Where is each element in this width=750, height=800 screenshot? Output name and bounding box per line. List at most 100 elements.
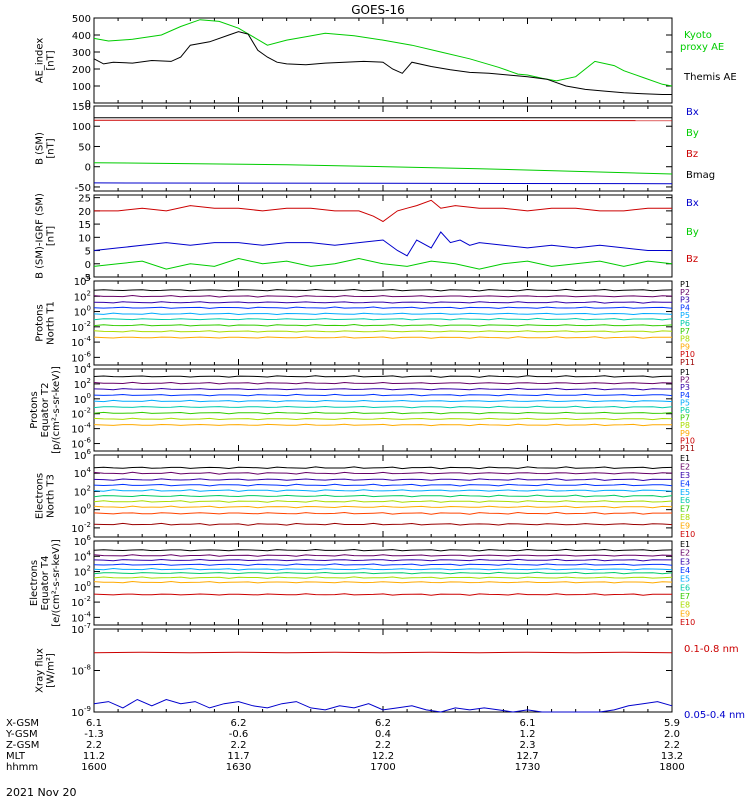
series-0-1-0-8-nm	[93, 651, 673, 654]
x-table-value: 1.2	[520, 729, 536, 740]
y-label-line: [p/(cm²-s-sr-keV)]	[51, 366, 62, 454]
y-axis-label: Protons North T1	[35, 301, 57, 345]
series-e9	[93, 511, 673, 515]
y-tick-label: 50	[78, 142, 91, 153]
x-table-value: 1800	[659, 762, 684, 773]
series-e10	[93, 522, 673, 526]
y-label-line: Equator T2	[40, 383, 51, 438]
y-tick-label: 10-6	[71, 350, 91, 364]
x-table-value: 1700	[370, 762, 395, 773]
y-label-line: Protons	[35, 304, 46, 341]
date-label: 2021 Nov 20	[6, 786, 76, 799]
x-table-value: 11.2	[83, 751, 105, 762]
legend-label: E1	[680, 454, 690, 463]
y-tick-label: 106	[74, 448, 92, 462]
panel-frame	[93, 368, 673, 452]
y-axis-label: Electrons North T3	[35, 473, 57, 519]
legend-label: P5	[680, 311, 690, 320]
x-table-value: 12.7	[516, 751, 538, 762]
y-tick-label: 0	[85, 163, 91, 174]
y-tick-label: 102	[74, 289, 91, 303]
y-label-line: B (SM)	[35, 132, 46, 165]
y-tick-label: 10-8	[71, 664, 91, 678]
plot-title: GOES-16	[351, 3, 405, 17]
y-tick-label: 100	[74, 580, 91, 594]
y-tick-label: 104	[74, 362, 92, 376]
legend-label: Bx	[686, 107, 699, 118]
y-tick-label: 150	[72, 102, 91, 113]
y-tick-label: 102	[74, 565, 91, 579]
x-table-value: 2.2	[375, 740, 391, 751]
y-axis-label: AE_index [nT]	[35, 38, 57, 84]
series-e6	[93, 571, 673, 575]
y-tick-label: -50	[75, 183, 91, 194]
legend-label: E4	[680, 479, 690, 488]
legend-label: P8	[680, 335, 690, 344]
x-table-value: 1630	[226, 762, 251, 773]
y-tick-label: 10-7	[71, 622, 91, 636]
legend-label: P9	[680, 342, 690, 351]
x-table-value: -0.6	[229, 729, 249, 740]
series-p6	[93, 317, 673, 321]
y-tick-label: 106	[74, 534, 92, 548]
legend-label: 0.1-0.8 nm	[684, 644, 739, 655]
y-label-line: [nT]	[46, 138, 57, 158]
y-label-line: Xray flux	[35, 648, 46, 693]
x-table-value: 1600	[81, 762, 106, 773]
x-table-value: 6.2	[231, 718, 247, 729]
y-tick-label: 0	[85, 260, 91, 271]
legend-label: Bz	[686, 149, 698, 160]
series-p6	[93, 405, 673, 409]
series-e9	[93, 593, 673, 596]
y-tick-label: 102	[74, 484, 91, 498]
x-row-label: Y-GSM	[5, 729, 38, 740]
series-e8	[93, 505, 673, 509]
x-table-value: 12.2	[372, 751, 394, 762]
series-e7	[93, 500, 673, 503]
y-tick-label: 10-9	[71, 705, 91, 719]
legend-label: E9	[680, 522, 690, 531]
series-e3	[93, 558, 672, 562]
legend-label: P9	[680, 429, 690, 438]
panel-frame	[93, 105, 673, 192]
series-bx	[93, 182, 673, 185]
x-table-value: 2.2	[664, 740, 680, 751]
y-tick-label: 10	[78, 233, 91, 244]
legend-label: P1	[680, 368, 690, 377]
y-tick-label: 100	[72, 82, 91, 93]
series-e8	[93, 580, 673, 584]
x-table-value: 6.2	[375, 718, 391, 729]
y-axis-label: Xray flux [W/m²]	[35, 648, 57, 693]
legend-label: By	[686, 227, 699, 238]
x-row-label: X-GSM	[6, 718, 39, 729]
series-bz	[94, 199, 672, 223]
series-p7	[93, 411, 673, 415]
y-tick-label: 10-2	[71, 521, 91, 535]
y-tick-label: 200	[72, 65, 91, 76]
legend-label: P10	[680, 350, 695, 359]
y-tick-label: 500	[72, 14, 91, 25]
legend-label: By	[686, 128, 699, 139]
x-table-value: 11.7	[227, 751, 249, 762]
series-p5	[93, 312, 673, 316]
x-table-value: 6.1	[86, 718, 102, 729]
legend-label: E2	[680, 462, 690, 471]
series-e7	[93, 576, 673, 579]
series-by	[93, 257, 673, 270]
legend-label: 0.05-0.4 nm	[684, 710, 745, 721]
y-label-line: B (SM)-IGRF (SM)	[35, 193, 46, 279]
legend-label: E5	[680, 575, 690, 584]
legend-label: Bmag	[686, 170, 715, 181]
legend-label: Bz	[686, 254, 698, 265]
series-e5	[93, 567, 673, 571]
legend-label: E8	[680, 601, 690, 610]
y-axis-label: Protons Equator T2 [p/(cm²-s-sr-keV)]	[29, 366, 62, 454]
x-table-value: 2.2	[86, 740, 102, 751]
series-p2	[93, 381, 673, 385]
series-p9	[93, 336, 672, 339]
legend-label: E10	[680, 530, 695, 539]
legend-label: P11	[680, 358, 695, 367]
y-tick-label: 100	[74, 305, 91, 319]
y-label-line: AE_index	[35, 38, 46, 84]
